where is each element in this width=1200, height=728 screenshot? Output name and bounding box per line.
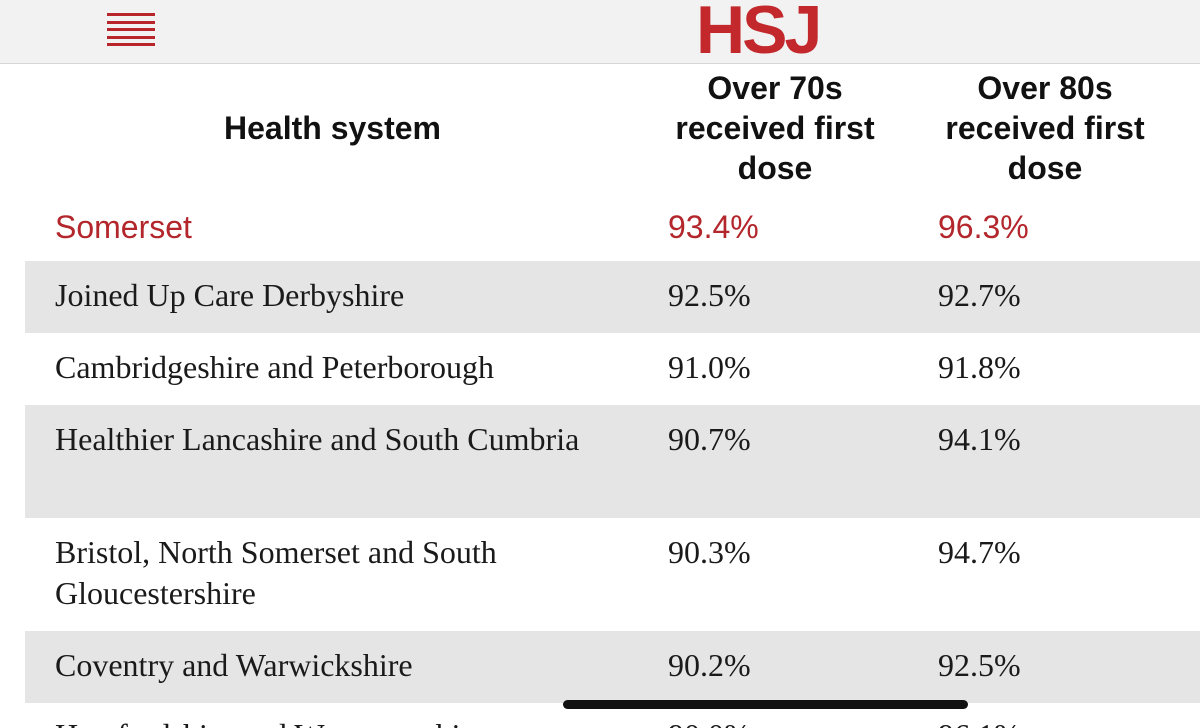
table-row: Somerset 93.4% 96.3% bbox=[25, 193, 1200, 261]
row-over-80s-value: 94.7% bbox=[938, 534, 1021, 570]
column-header-health-system: Health system bbox=[224, 110, 441, 146]
row-health-system: Cambridgeshire and Peterborough bbox=[55, 349, 494, 385]
row-over-70s-value: 90.2% bbox=[668, 647, 751, 683]
column-header-over-80s: Over 80s received first dose bbox=[945, 70, 1145, 186]
column-header-over-70s: Over 70s received first dose bbox=[675, 70, 875, 186]
table-row: Cambridgeshire and Peterborough 91.0% 91… bbox=[25, 333, 1200, 405]
table-row: Healthier Lancashire and South Cumbria 9… bbox=[25, 405, 1200, 518]
table-row: Coventry and Warwickshire 90.2% 92.5% bbox=[25, 631, 1200, 703]
table-header: Health system Over 70s received first do… bbox=[0, 63, 1200, 193]
row-over-80s-value: 91.8% bbox=[938, 349, 1021, 385]
row-health-system: Healthier Lancashire and South Cumbria bbox=[55, 421, 580, 457]
row-health-system: Bristol, North Somerset and South Glouce… bbox=[55, 534, 497, 611]
table-row: Joined Up Care Derbyshire 92.5% 92.7% bbox=[25, 261, 1200, 333]
table-row: Bristol, North Somerset and South Glouce… bbox=[25, 518, 1200, 631]
row-over-80s-value: 96.1% bbox=[938, 715, 1021, 728]
row-over-80s-value: 92.7% bbox=[938, 277, 1021, 313]
vaccination-table: Health system Over 70s received first do… bbox=[0, 63, 1200, 728]
row-over-70s-value: 91.0% bbox=[668, 349, 751, 385]
row-over-70s-value: 93.4% bbox=[668, 209, 759, 245]
hsj-logo[interactable]: HSJ bbox=[696, 0, 822, 68]
row-over-70s-value: 90.3% bbox=[668, 534, 751, 570]
row-health-system: Coventry and Warwickshire bbox=[55, 647, 413, 683]
row-health-system: Joined Up Care Derbyshire bbox=[55, 277, 405, 313]
row-over-80s-value: 94.1% bbox=[938, 421, 1021, 457]
row-over-70s-value: 90.7% bbox=[668, 421, 751, 457]
row-over-70s-value: 92.5% bbox=[668, 277, 751, 313]
row-health-system: Herefordshire and Worcestershire bbox=[55, 715, 625, 728]
table-row: Herefordshire and Worcestershire 90.0% 9… bbox=[25, 703, 1200, 728]
row-over-70s-value: 90.0% bbox=[668, 715, 751, 728]
row-over-80s-value: 92.5% bbox=[938, 647, 1021, 683]
home-indicator-bar[interactable] bbox=[563, 700, 968, 709]
row-health-system: Somerset bbox=[55, 209, 192, 245]
app-header: HSJ bbox=[0, 0, 1200, 68]
row-over-80s-value: 96.3% bbox=[938, 209, 1029, 245]
hamburger-menu-icon[interactable] bbox=[107, 13, 155, 47]
